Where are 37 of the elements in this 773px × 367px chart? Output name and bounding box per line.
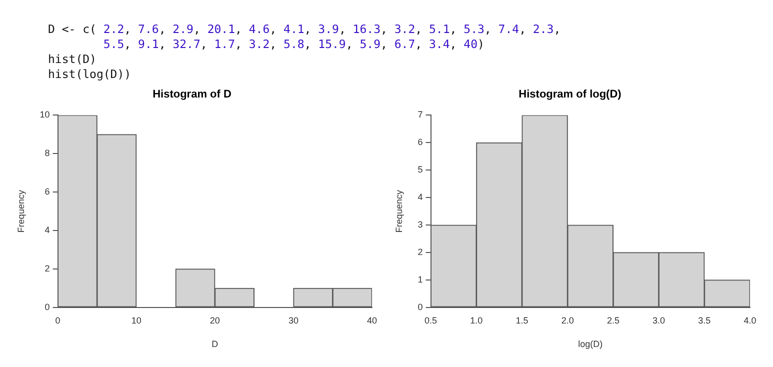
x-tick-label: 2.5 xyxy=(606,315,620,326)
x-tick-label: 4.0 xyxy=(744,315,756,326)
y-tick-label: 0 xyxy=(44,302,50,312)
x-tick-label: 0.5 xyxy=(424,315,438,326)
x-tick-label: 1.5 xyxy=(516,315,528,326)
y-tick-label: 8 xyxy=(44,148,50,158)
x-tick-label: 1.0 xyxy=(470,315,483,326)
x-tick-label: 3.5 xyxy=(698,315,711,326)
y-axis-title: Frequency xyxy=(16,190,26,233)
x-tick-label: 10 xyxy=(131,315,142,326)
y-tick-label: 4 xyxy=(418,192,423,202)
chart-title: Histogram of log(D) xyxy=(518,88,622,101)
text: hist(D) xyxy=(48,52,96,66)
y-tick-label: 1 xyxy=(418,274,423,284)
y-tick-label: 3 xyxy=(418,220,423,230)
x-tick-label: 2.0 xyxy=(561,315,574,326)
y-tick-label: 2 xyxy=(44,263,50,274)
chart-title: Histogram of D xyxy=(152,88,232,101)
y-tick-label: 6 xyxy=(44,186,50,197)
y-tick-label: 2 xyxy=(418,246,423,257)
y-tick-label: 0 xyxy=(418,302,423,312)
text: D <- c( 2.2, 7.6, 2.9, 20.1, 4.6, 4.1, 3.9, 16.3, 3.2, 5.1, 5.3, 7.4, 2.3, xyxy=(48,22,561,36)
text: hist(log(D)) xyxy=(48,67,132,81)
x-tick-label: 3.0 xyxy=(652,315,666,326)
x-tick-label: 30 xyxy=(288,315,298,326)
x-tick-label: 20 xyxy=(210,315,220,326)
text: 5.5, 9.1, 32.7, 1.7, 3.2, 5.8, 15.9, 5.9, 6.7, 3.4, 40) xyxy=(103,37,484,51)
x-tick-label: 0 xyxy=(55,315,60,326)
y-axis-title: Frequency xyxy=(394,190,404,233)
y-tick-label: 7 xyxy=(418,110,423,120)
y-tick-label: 6 xyxy=(418,137,423,148)
x-axis-title: D xyxy=(212,339,219,350)
y-tick-label: 4 xyxy=(44,225,50,236)
x-tick-label: 40 xyxy=(366,315,378,326)
y-tick-label: 10 xyxy=(40,110,50,120)
x-axis-title: log(D) xyxy=(578,339,603,350)
y-tick-label: 5 xyxy=(418,164,423,175)
